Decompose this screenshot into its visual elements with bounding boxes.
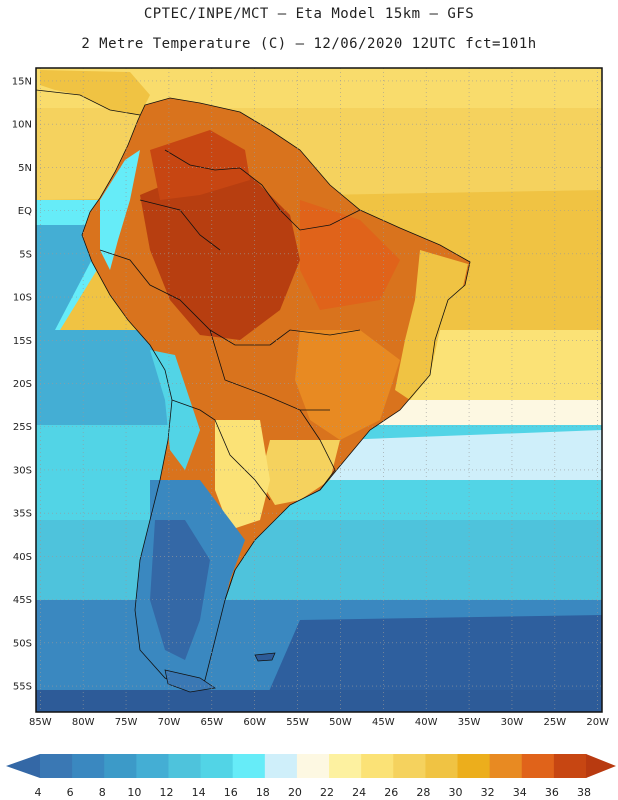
colorbar-swatch	[393, 754, 426, 778]
colorbar-label: 30	[449, 786, 463, 799]
lat-label: 15S	[13, 336, 32, 347]
colorbar-label: 4	[35, 786, 42, 799]
lat-label: 40S	[13, 552, 32, 563]
colorbar-below-arrow	[6, 754, 40, 778]
lon-label: 65W	[200, 717, 223, 728]
lat-label: 30S	[13, 465, 32, 476]
lat-label: 10S	[13, 293, 32, 304]
colorbar-label: 6	[67, 786, 74, 799]
lat-label: 25S	[13, 422, 32, 433]
colorbar-label: 18	[256, 786, 270, 799]
lat-label: EQ	[18, 206, 32, 217]
lon-label: 70W	[158, 717, 181, 728]
lon-label: 80W	[72, 717, 95, 728]
map-title-line-1: CPTEC/INPE/MCT – Eta Model 15km – GFS	[143, 6, 475, 22]
lon-label: 40W	[415, 717, 438, 728]
lon-label: 25W	[544, 717, 567, 728]
temperature-field	[36, 68, 602, 712]
colorbar-swatch	[296, 754, 330, 778]
lat-label: 35S	[13, 509, 32, 520]
colorbar-swatch	[104, 754, 137, 778]
lat-label: 15N	[12, 76, 32, 87]
colorbar-label: 12	[159, 786, 173, 799]
map-title-line-2: 2 Metre Temperature (C) – 12/06/2020 12U…	[81, 36, 537, 52]
lat-label: 50S	[13, 638, 32, 649]
colorbar-swatch	[40, 754, 73, 778]
lon-label: 75W	[115, 717, 138, 728]
colorbar-label: 34	[513, 786, 527, 799]
lat-label: 55S	[13, 682, 32, 693]
lat-label: 20S	[13, 379, 32, 390]
colorbar-swatch	[425, 754, 459, 778]
colorbar-label: 24	[352, 786, 366, 799]
colorbar-label: 36	[545, 786, 559, 799]
colorbar-swatch	[361, 754, 394, 778]
lat-label: 45S	[13, 595, 32, 606]
colorbar-swatch	[136, 754, 169, 778]
colorbar-label: 22	[320, 786, 334, 799]
colorbar-swatch	[72, 754, 105, 778]
map-frame	[35, 67, 603, 713]
colorbar-swatch	[168, 754, 202, 778]
colorbar-label: 20	[288, 786, 302, 799]
colorbar-label: 26	[384, 786, 398, 799]
colorbar-label: 38	[577, 786, 591, 799]
lat-label: 5N	[18, 163, 32, 174]
colorbar-swatch	[521, 754, 555, 778]
colorbar-swatch	[200, 754, 234, 778]
colorbar-label: 14	[192, 786, 206, 799]
lat-label: 5S	[19, 249, 32, 260]
colorbar: 4 6 8 10 12 14 16 18 20 22 24 26 28 30 32 34 36 38	[6, 754, 616, 799]
colorbar-label: 32	[481, 786, 495, 799]
colorbar-label: 10	[127, 786, 141, 799]
colorbar-label: 16	[224, 786, 238, 799]
lon-label: 45W	[372, 717, 395, 728]
colorbar-swatch	[553, 754, 587, 778]
colorbar-swatch	[489, 754, 523, 778]
lat-label: 10N	[12, 120, 32, 131]
colorbar-label: 28	[416, 786, 430, 799]
lon-label: 60W	[243, 717, 266, 728]
colorbar-swatch	[264, 754, 298, 778]
lon-label: 55W	[286, 717, 309, 728]
lon-label: 20W	[586, 717, 609, 728]
colorbar-swatch	[457, 754, 491, 778]
lon-label: 50W	[329, 717, 352, 728]
colorbar-swatch	[329, 754, 362, 778]
lon-label: 30W	[501, 717, 524, 728]
lon-label: 85W	[29, 717, 52, 728]
colorbar-label: 8	[99, 786, 106, 799]
colorbar-swatch	[232, 754, 266, 778]
lon-label: 35W	[458, 717, 481, 728]
colorbar-above-arrow	[586, 754, 616, 778]
